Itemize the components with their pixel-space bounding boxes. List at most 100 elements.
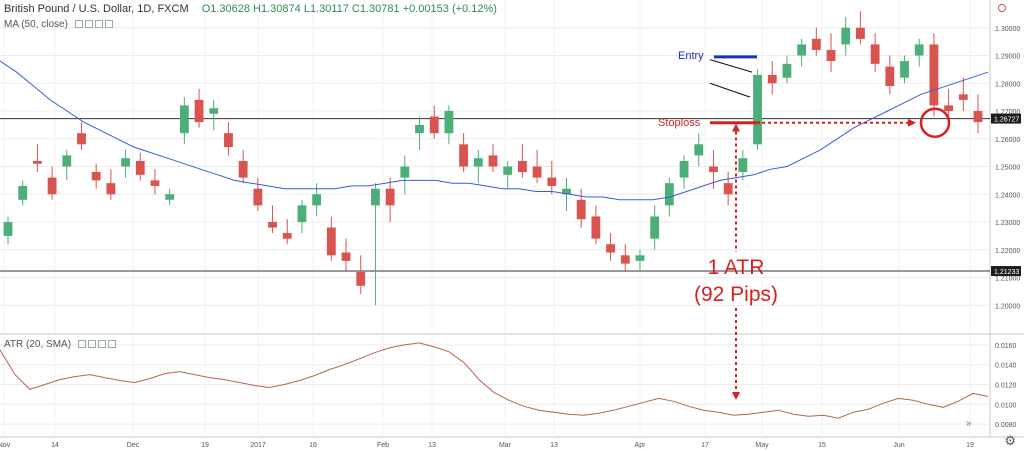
candle-body <box>723 183 733 195</box>
atr-arrow-up-head <box>732 123 740 132</box>
candle-body <box>900 61 909 78</box>
time-tick-label: Apr <box>635 442 647 449</box>
price-tick-label: 1.27000 <box>995 109 1020 116</box>
price-tick-label: 1.30000 <box>995 26 1020 33</box>
candle-body <box>914 44 924 56</box>
ma-label: MA (50, close) <box>4 19 68 30</box>
atr-line <box>0 342 989 419</box>
time-tick-label: 16 <box>309 442 317 449</box>
candle-body <box>885 66 895 87</box>
atr-tick-label: 0.0080 <box>995 422 1017 429</box>
settings-icon[interactable] <box>84 20 93 29</box>
candle-body <box>650 216 660 239</box>
price-tick-label: 1.28000 <box>995 81 1020 88</box>
candle-body <box>694 144 704 156</box>
candle-body <box>635 255 645 261</box>
candle-body <box>312 194 322 206</box>
candle-body <box>356 271 366 286</box>
candle-body <box>576 199 586 220</box>
candle-body <box>194 99 204 123</box>
atr-annotation-line1: 1 ATR <box>708 256 765 279</box>
candle-body <box>429 116 439 134</box>
candle-body <box>282 233 292 239</box>
candle-body <box>841 27 851 45</box>
candle-body <box>77 133 86 145</box>
candle-body <box>811 38 821 50</box>
candle-body <box>47 177 57 195</box>
candle-body <box>797 44 807 56</box>
price-tick-label: 1.21000 <box>995 276 1020 283</box>
candle-body <box>547 177 557 186</box>
atr-label: ATR (20, SMA) <box>4 339 72 350</box>
candle-body <box>62 155 72 167</box>
candle-body <box>326 227 336 256</box>
time-tick-label: Nov <box>0 442 11 449</box>
candle-body <box>664 183 674 206</box>
candle-body <box>782 63 792 78</box>
time-tick-label: May <box>755 442 769 449</box>
candle-body <box>870 44 880 64</box>
ma-indicator-label[interactable]: MA (50, close) <box>4 19 115 30</box>
candle-body <box>3 222 13 236</box>
price-tick-label: 1.26000 <box>995 137 1020 144</box>
eye-icon[interactable] <box>77 340 86 349</box>
moving-average-line <box>0 60 989 201</box>
candle-body <box>209 108 219 114</box>
pattern-lower-line <box>709 82 751 98</box>
candle-body <box>488 155 498 167</box>
entry-label: Entry <box>678 50 704 62</box>
candle-body <box>709 166 718 173</box>
price-tick-label: 1.23000 <box>995 220 1020 227</box>
candle-body <box>944 105 954 111</box>
atr-arrow-down-head <box>732 392 740 400</box>
more-icon[interactable] <box>107 340 116 349</box>
candle-body <box>503 166 513 175</box>
candle-body <box>738 158 748 173</box>
candle-body <box>32 160 42 164</box>
settings-icon[interactable] <box>87 340 96 349</box>
time-tick-label: 13 <box>428 442 436 449</box>
alert-icon[interactable] <box>998 4 1006 12</box>
candle-body <box>371 188 380 206</box>
time-tick-label: 17 <box>701 442 709 449</box>
close-icon[interactable] <box>97 340 106 349</box>
atr-tick-label: 0.0160 <box>995 343 1017 350</box>
candle-body <box>415 124 424 134</box>
atr-tick-label: 0.0100 <box>995 402 1017 409</box>
candle-body <box>562 188 571 195</box>
close-icon[interactable] <box>94 20 103 29</box>
price-tick-label: 1.22000 <box>995 248 1020 255</box>
level-price-badge <box>991 113 1021 124</box>
price-tick-label: 1.24000 <box>995 192 1020 199</box>
candle-body <box>517 160 527 173</box>
candle-body <box>753 74 762 145</box>
level-price-label: 1.21233 <box>994 269 1019 276</box>
candle-body <box>929 44 939 106</box>
price-tick-label: 1.25000 <box>995 165 1020 172</box>
candle-body <box>958 94 968 100</box>
candle-body <box>18 185 28 200</box>
time-tick-label: 2017 <box>250 442 266 449</box>
more-icon[interactable] <box>104 20 113 29</box>
candle-body <box>459 144 469 167</box>
time-tick-label: 14 <box>51 442 59 449</box>
time-tick-label: Dec <box>127 442 140 449</box>
highlight-circle <box>919 107 951 139</box>
candle-body <box>444 111 454 134</box>
atr-tick-label: 0.0120 <box>995 383 1017 390</box>
candle-body <box>400 166 410 178</box>
symbol-title[interactable]: British Pound / U.S. Dollar, 1D, FXCM <box>4 3 189 15</box>
candle-body <box>268 222 277 228</box>
candle-body <box>856 27 865 39</box>
candle-body <box>606 244 615 253</box>
atr-indicator-label[interactable]: ATR (20, SMA) <box>4 339 118 350</box>
eye-icon[interactable] <box>74 20 83 29</box>
atr-tick-label: 0.0140 <box>995 363 1017 370</box>
chart-header: British Pound / U.S. Dollar, 1D, FXCM O1… <box>4 3 497 15</box>
atr-annotation-line2: (92 Pips) <box>694 283 778 306</box>
gear-icon[interactable]: ⚙ <box>1004 433 1016 448</box>
candle-body <box>106 183 116 195</box>
time-tick-label: 13 <box>550 442 558 449</box>
stoploss-label: Stoploss <box>658 117 701 129</box>
